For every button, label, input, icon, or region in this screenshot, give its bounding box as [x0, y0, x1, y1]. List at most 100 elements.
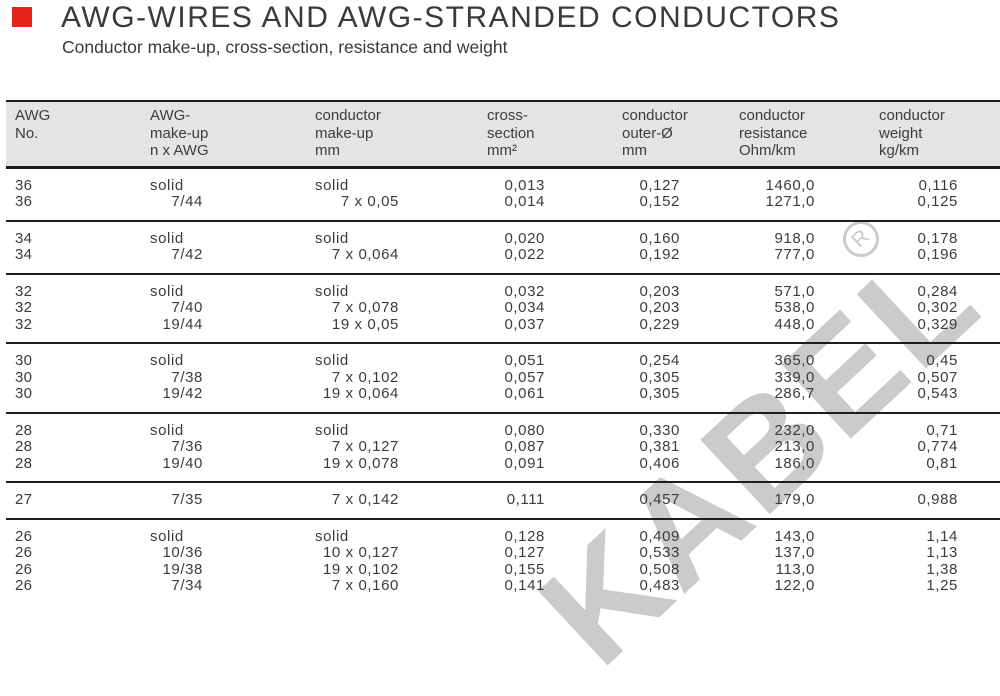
- table-cell: 0,091: [504, 454, 545, 472]
- table-row: 30 7/38 7 x 0,102 0,057 0,305 339,0 0,507: [6, 368, 1000, 387]
- column-header-line: kg/km: [879, 142, 920, 159]
- awg-group: 34 solid solid 0,020 0,160 918,0 0,178 34 7/42 7 …: [6, 222, 1000, 275]
- table-cell: 0,014: [504, 193, 545, 210]
- table-cell: 34: [15, 246, 33, 263]
- table-cell: solid: [150, 282, 184, 300]
- table-cell: 0,329: [917, 315, 958, 333]
- table-row: 34 solid solid 0,020 0,160 918,0 0,178: [6, 229, 1000, 248]
- table-cell: 143,0: [774, 527, 815, 545]
- table-cell: 28: [15, 421, 33, 439]
- table-cell: 26: [15, 544, 33, 561]
- awg-group: 30 solid solid 0,051 0,254 365,0 0,45 30 7/38 7 x…: [6, 344, 1000, 414]
- column-header: conductor weight kg/km: [824, 107, 1000, 160]
- table-cell: 0,037: [504, 315, 545, 333]
- table-cell: 571,0: [774, 282, 815, 300]
- table-cell: 1271,0: [765, 193, 815, 210]
- table-cell: 137,0: [774, 544, 815, 561]
- table-cell: 7 x 0,078: [331, 299, 399, 316]
- column-header: conductor outer-Ø mm: [554, 107, 688, 160]
- column-header-line: AWG-: [150, 107, 191, 124]
- table-cell: 113,0: [775, 560, 815, 578]
- table-cell: 0,155: [504, 560, 545, 578]
- table-cell: 26: [15, 560, 33, 578]
- table-cell: 777,0: [774, 246, 815, 263]
- table-row: 32 19/44 19 x 0,05 0,037 0,229 448,0 0,329: [6, 315, 1000, 334]
- table-cell: 7 x 0,142: [331, 491, 399, 508]
- table-cell: 19/44: [162, 315, 203, 333]
- table-cell: solid: [315, 229, 349, 247]
- table-cell: 19 x 0,064: [322, 385, 399, 402]
- column-header-line: mm: [315, 142, 340, 159]
- table-cell: 213,0: [774, 438, 815, 455]
- table-cell: 32: [15, 315, 33, 333]
- table-cell: 30: [15, 385, 33, 402]
- table-row: 28 solid solid 0,080 0,330 232,0 0,71: [6, 421, 1000, 440]
- table-cell: 30: [15, 352, 33, 369]
- table-cell: solid: [150, 421, 184, 439]
- table-cell: 36: [15, 193, 33, 210]
- column-header: conductor resistance Ohm/km: [688, 107, 824, 160]
- table-cell: 1,25: [926, 577, 958, 594]
- table-cell: 1460,0: [765, 176, 815, 194]
- table-cell: 36: [15, 176, 33, 194]
- table-cell: 28: [15, 454, 33, 472]
- column-header-line: mm²: [487, 142, 517, 159]
- column-header-line: mm: [622, 142, 647, 159]
- table-cell: solid: [315, 282, 349, 300]
- table-cell: 0,483: [639, 577, 680, 594]
- table-cell: solid: [150, 527, 184, 545]
- table-cell: 7/44: [171, 193, 203, 210]
- table-cell: 32: [15, 299, 33, 316]
- table-cell: 0,111: [506, 491, 545, 508]
- table-cell: 0,061: [504, 385, 545, 402]
- table-cell: 19 x 0,078: [322, 454, 399, 472]
- page-subtitle: Conductor make-up, cross-section, resist…: [62, 37, 508, 57]
- table-cell: 0,507: [917, 368, 958, 386]
- table-cell: solid: [150, 352, 184, 369]
- table-cell: 0,116: [918, 176, 958, 194]
- table-cell: solid: [150, 229, 184, 247]
- table-cell: 10 x 0,127: [322, 544, 399, 561]
- column-header: AWG No.: [6, 107, 140, 160]
- table-row: 27 7/35 7 x 0,142 0,111 0,457 179,0 0,988: [6, 491, 1000, 509]
- table-cell: 30: [15, 368, 33, 386]
- table-cell: 0,152: [639, 193, 680, 210]
- table-cell: 0,127: [639, 176, 680, 194]
- table-cell: 10/36: [162, 544, 203, 561]
- table-cell: 7/38: [171, 368, 203, 386]
- column-header-line: AWG: [15, 107, 51, 124]
- awg-group: 36 solid solid 0,013 0,127 1460,0 0,116 36 7/44 7…: [6, 169, 1000, 222]
- table-cell: 122,0: [774, 577, 815, 594]
- title-bullet-square: [12, 7, 32, 27]
- table-row: 32 solid solid 0,032 0,203 571,0 0,284: [6, 282, 1000, 301]
- table-cell: 448,0: [774, 315, 815, 333]
- table-cell: 0,305: [639, 385, 680, 402]
- column-header-line: conductor: [315, 107, 381, 124]
- table-cell: 0,125: [917, 193, 958, 210]
- table-cell: 0,284: [917, 282, 958, 300]
- table-cell: 7/42: [171, 246, 203, 263]
- table-cell: 0,229: [639, 315, 680, 333]
- table-row: 26 10/36 10 x 0,127 0,127 0,533 137,0 1,13: [6, 544, 1000, 562]
- column-header-line: cross-: [487, 107, 528, 124]
- table-cell: 1,13: [926, 544, 958, 561]
- table-cell: 26: [15, 577, 33, 594]
- table-cell: 0,141: [504, 577, 545, 594]
- table-row: 28 7/36 7 x 0,127 0,087 0,381 213,0 0,774: [6, 438, 1000, 456]
- table-cell: 7/35: [171, 491, 203, 508]
- table-cell: 7/34: [171, 577, 203, 594]
- table-cell: 365,0: [774, 352, 815, 369]
- awg-group: 26 solid solid 0,128 0,409 143,0 1,14 26 10/36 10…: [6, 520, 1000, 604]
- table-cell: 0,020: [504, 229, 545, 247]
- table-cell: 0,057: [504, 368, 545, 386]
- table-cell: 339,0: [774, 368, 815, 386]
- table-cell: 7/40: [171, 299, 203, 316]
- table-cell: 0,022: [504, 246, 545, 263]
- table-cell: solid: [315, 421, 349, 439]
- table-body: 36 solid solid 0,013 0,127 1460,0 0,116 36 7/44 7…: [6, 169, 1000, 604]
- column-header-line: conductor: [879, 107, 945, 124]
- table-row: 26 19/38 19 x 0,102 0,155 0,508 113,0 1,38: [6, 560, 1000, 579]
- table-cell: 286,7: [774, 385, 815, 402]
- table-cell: solid: [315, 176, 349, 194]
- table-cell: 1,38: [926, 560, 958, 578]
